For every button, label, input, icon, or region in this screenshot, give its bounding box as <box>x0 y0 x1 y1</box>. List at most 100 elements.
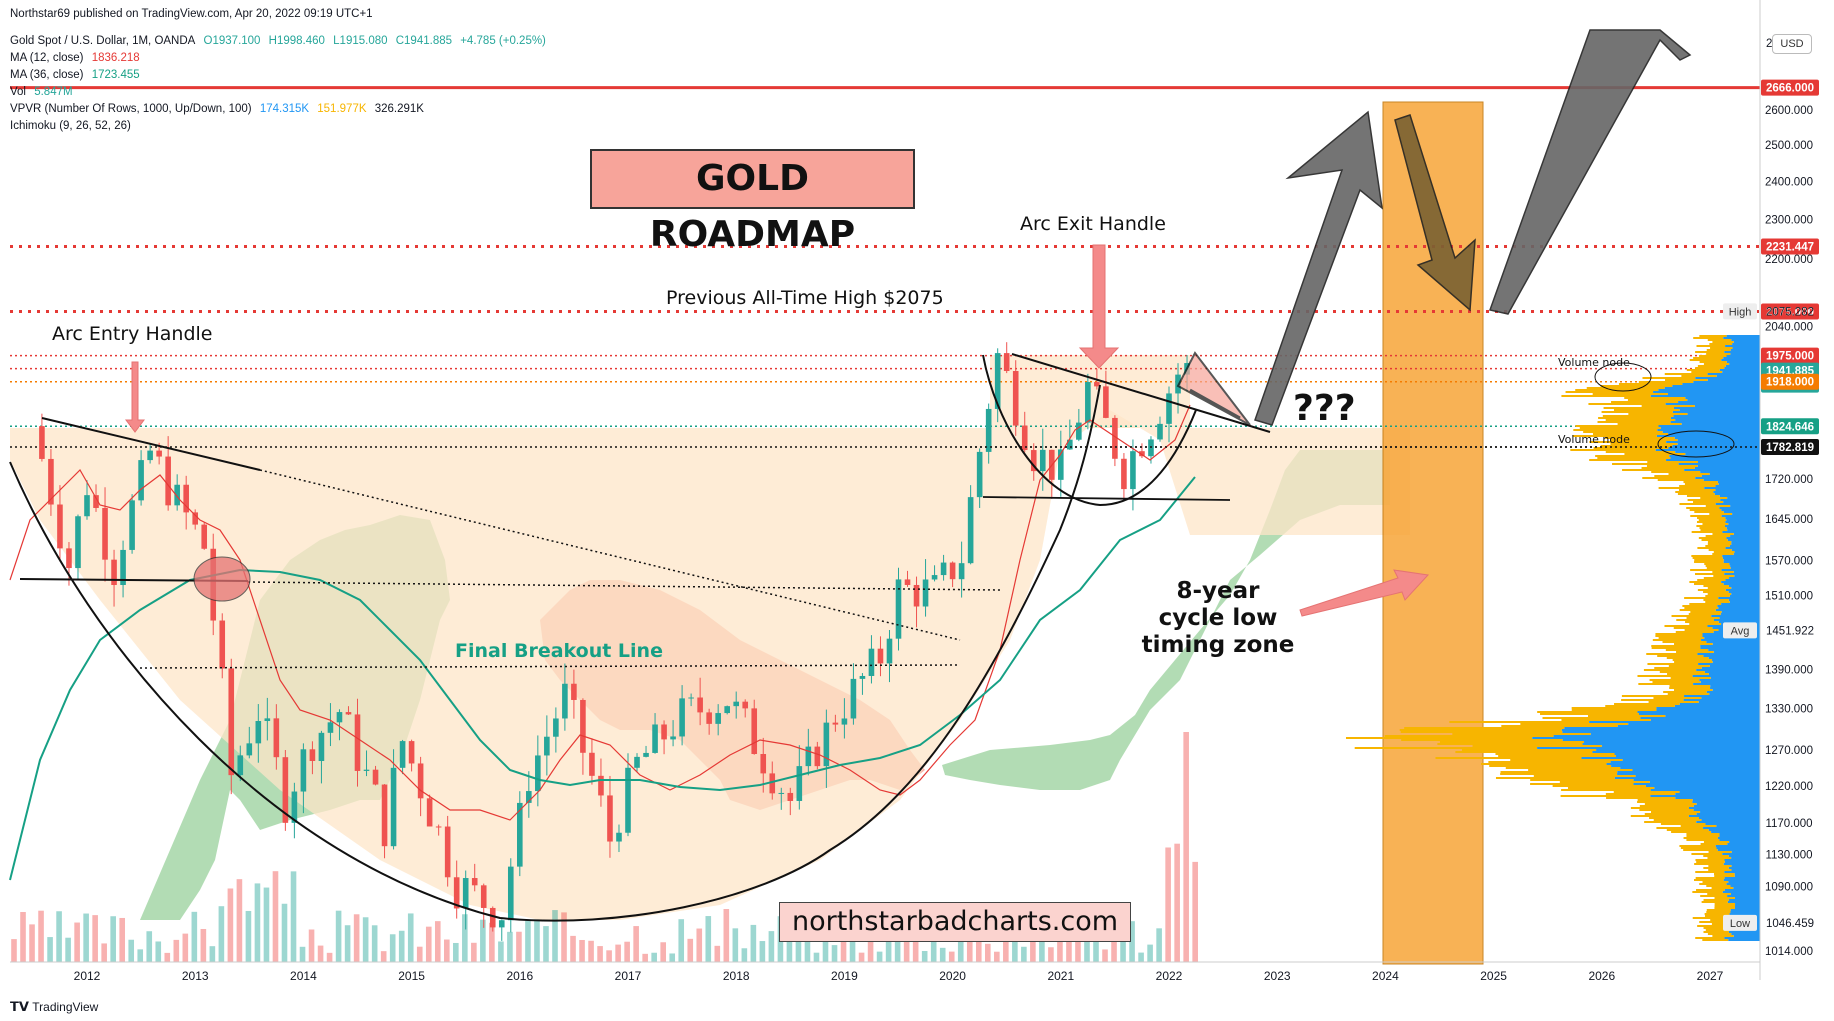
vpvr-row-down <box>1731 549 1760 551</box>
candle-body-22-4 <box>769 773 776 794</box>
price-tag-label-2: 2075.000 <box>1766 306 1814 318</box>
vpvr-row-up <box>1461 749 1597 751</box>
vpvr-row-down <box>1679 409 1760 411</box>
candle-body-31-0 <box>1067 439 1073 450</box>
volume-bar <box>930 926 937 962</box>
symbol-name: Gold Spot / U.S. Dollar, 1M, OANDA <box>10 35 196 47</box>
volume-bar <box>687 938 694 962</box>
vpvr-row-up <box>1696 889 1725 891</box>
vpvr-row-up <box>1691 555 1723 557</box>
candle-body-31-2 <box>1085 382 1091 423</box>
candle-body-3-3 <box>147 450 153 461</box>
arc-entry-arrow <box>125 361 145 433</box>
vpvr-row-down <box>1723 863 1760 865</box>
volume-bar <box>65 937 71 962</box>
vpvr-row-down <box>1729 601 1760 603</box>
vpvr-row-down <box>1617 771 1760 773</box>
vpvr-row-up <box>1686 839 1720 841</box>
vpvr-row-down <box>1658 425 1760 427</box>
candle-body-24-2 <box>859 675 866 679</box>
vpvr-row-down <box>1720 499 1760 501</box>
volume-bar <box>471 942 477 962</box>
tradingview-footer[interactable]: 𝗧𝗩 TradingView <box>10 999 98 1015</box>
vpvr-row-up <box>1649 679 1700 681</box>
price-tag-label-7: 1824.646 <box>1766 421 1814 433</box>
vpvr-row-up <box>1689 509 1722 511</box>
vpvr-row-up <box>1559 781 1650 783</box>
vpvr-row-down <box>1628 723 1760 725</box>
candle-body-13-1 <box>417 763 424 799</box>
vpvr-row-down <box>1701 819 1760 821</box>
vpvr-row-up <box>1704 913 1730 915</box>
vpvr-row-up <box>1601 411 1673 413</box>
volume-bar <box>606 950 612 962</box>
vpvr-row-down <box>1677 443 1760 445</box>
projection-arrow-3 <box>1489 29 1692 315</box>
vpvr-row-up <box>1643 669 1697 671</box>
arc-entry-handle-label: Arc Entry Handle <box>52 323 212 345</box>
ma12-legend[interactable]: MA (12, close) 1836.218 <box>10 52 145 64</box>
vpvr-row-up <box>1682 605 1718 607</box>
candle-body-26-0 <box>904 579 911 585</box>
vpvr-legend[interactable]: VPVR (Number Of Rows, 1000, Up/Down, 100… <box>10 103 429 115</box>
volume-bar <box>200 928 207 962</box>
previous-ath-label: Previous All-Time High $2075 <box>666 287 944 309</box>
vpvr-row-up <box>1699 921 1727 923</box>
candle-body-19-2 <box>634 756 640 768</box>
vpvr-row-up <box>1713 551 1735 553</box>
vpvr-row-down <box>1731 933 1760 935</box>
vpvr-row-down <box>1724 367 1760 369</box>
vpvr-row-up <box>1495 753 1615 755</box>
currency-button[interactable]: USD <box>1772 34 1812 54</box>
vpvr-row-up <box>1648 701 1699 703</box>
price-tag-6 <box>1761 373 1819 390</box>
volume-bar <box>335 910 342 962</box>
candle-body-28-3 <box>994 353 1001 409</box>
vpvr-row-down <box>1660 427 1760 429</box>
vpvr-row-down <box>1731 593 1760 595</box>
high_label-text: High <box>1729 306 1752 318</box>
vpvr-row-up <box>1686 617 1720 619</box>
vpvr-row-up <box>1593 447 1669 449</box>
vpvr-row-up <box>1605 437 1675 439</box>
vpvr-row-up <box>1703 855 1729 857</box>
vpvr-row-up <box>1586 387 1665 389</box>
vpvr-row-down <box>1734 907 1760 909</box>
ichimoku-legend[interactable]: Ichimoku (9, 26, 52, 26) <box>10 120 136 132</box>
vpvr-row-down <box>1633 779 1760 781</box>
ma36-legend[interactable]: MA (36, close) 1723.455 <box>10 69 145 81</box>
vpvr-row-down <box>1722 557 1760 559</box>
vpvr-row-down <box>1730 349 1760 351</box>
volume-bar <box>813 952 820 962</box>
vpvr-row-up <box>1567 787 1655 789</box>
volume-bar <box>876 951 883 962</box>
volume-bar <box>371 925 378 962</box>
vpvr-row-down <box>1721 603 1760 605</box>
volume-bar <box>921 950 928 962</box>
vpvr-row-up <box>1697 517 1726 519</box>
vpvr-row-down <box>1679 791 1760 793</box>
volume-bar <box>633 926 639 962</box>
vpvr-row-up <box>1703 585 1729 587</box>
volume-bar <box>1165 847 1171 962</box>
candle-body-19-0 <box>616 832 622 842</box>
vpvr-row-down <box>1633 783 1760 785</box>
vpvr-row-up <box>1694 559 1724 561</box>
vpvr-row-down <box>1615 755 1760 757</box>
volume-bar <box>507 931 513 962</box>
candle-body-26-1 <box>913 584 920 607</box>
volume-bar <box>1003 939 1009 962</box>
vpvr-row-down <box>1679 703 1760 705</box>
volume-bar <box>254 883 261 962</box>
vpvr-row-down <box>1734 875 1760 877</box>
vpvr-row-up <box>1700 895 1728 897</box>
volume-bar <box>543 926 549 962</box>
vpvr-row-up <box>1694 561 1724 563</box>
vpvr-row-up <box>1651 645 1701 647</box>
vpvr-row-down <box>1730 565 1760 567</box>
vol-legend[interactable]: Vol 5.847M <box>10 86 78 98</box>
volume-bar <box>660 942 666 962</box>
vpvr-row-up <box>1696 525 1726 527</box>
candle-body-33-2 <box>1148 439 1154 457</box>
price-tag-label-1: 2231.447 <box>1766 242 1814 254</box>
